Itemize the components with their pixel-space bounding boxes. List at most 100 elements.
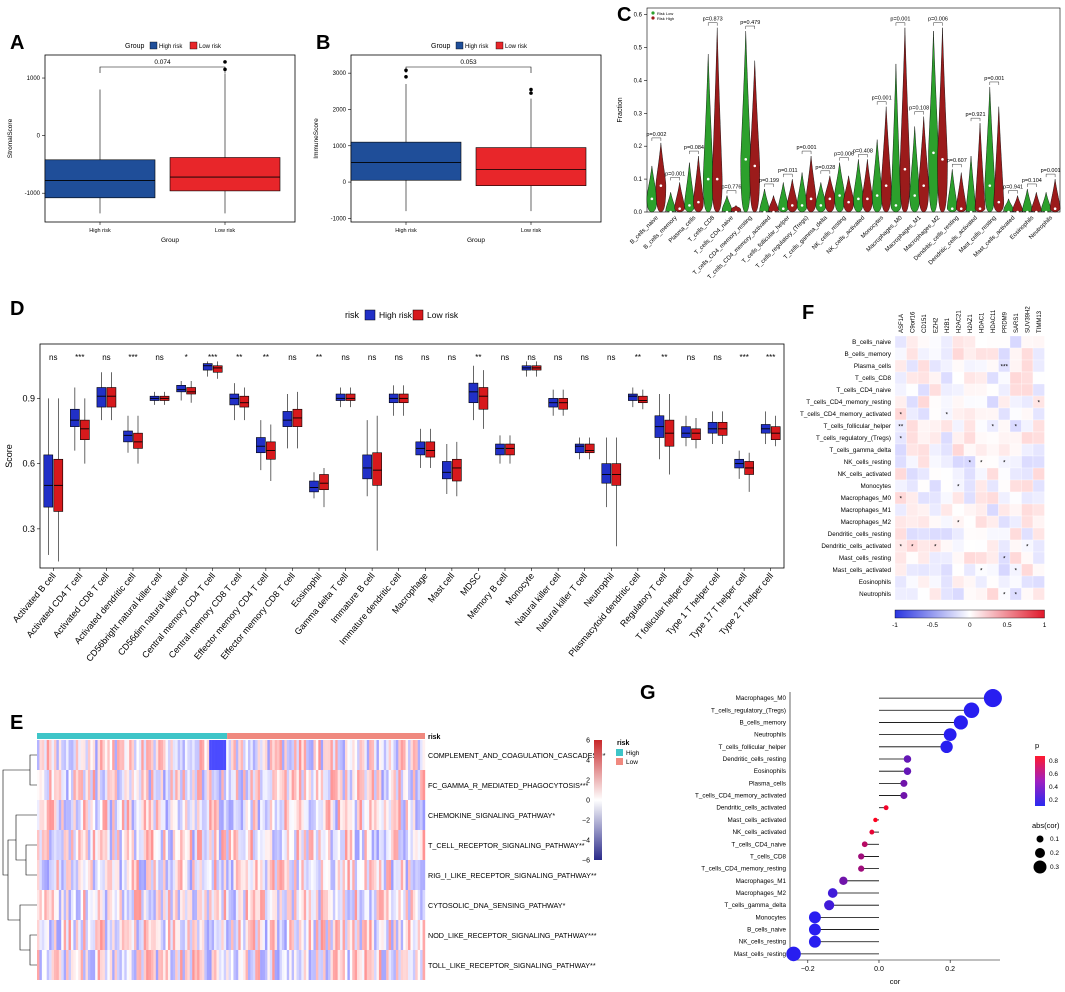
y-axis-label: ImmuneScore: [313, 118, 320, 159]
legend-label-low: Low risk: [505, 44, 528, 50]
heatmap-cell: [240, 920, 244, 950]
column-label: SARS1: [1014, 313, 1020, 333]
heatmap-cell: [107, 770, 110, 800]
heatmap-cell: [354, 950, 358, 980]
heatmap-cell: [75, 770, 79, 800]
heatmap-cell: [158, 920, 161, 950]
annotation-bar-high-risk: [37, 733, 228, 739]
heatmap-cell: [167, 890, 171, 920]
heatmap-cell: [245, 800, 249, 830]
heatmap-cell: [80, 890, 84, 920]
violin-high: [956, 172, 967, 213]
heatmap-cell: [917, 407, 930, 421]
heatmap-cell: [408, 950, 411, 980]
heatmap-cell: [952, 491, 965, 505]
heatmap-cell: [78, 920, 81, 950]
legend-dot-low: [651, 11, 655, 15]
heatmap-cell: [39, 830, 43, 860]
significance-label: ns: [102, 353, 110, 362]
heatmap-cell: [296, 800, 300, 830]
color-scale-label: −2: [582, 818, 590, 825]
heatmap-cell: [46, 860, 50, 890]
median-dot: [1026, 210, 1029, 214]
heatmap-cell: [291, 890, 295, 920]
heatmap-cell: [97, 920, 101, 950]
heatmap-cell: [83, 890, 86, 920]
heatmap-cell: [940, 395, 953, 409]
heatmap-cell: [226, 770, 229, 800]
row-label: T_CELL_RECEPTOR_SIGNALING_PATHWAY**: [428, 841, 585, 850]
heatmap-cell: [223, 950, 227, 980]
box-low-risk: [169, 157, 281, 192]
heatmap-cell: [929, 479, 942, 493]
heatmap-cell: [264, 800, 268, 830]
heatmap-cell: [172, 770, 176, 800]
heatmap-cell: [107, 950, 110, 980]
heatmap-cell: [408, 830, 411, 860]
median-dot: [959, 207, 963, 211]
column-label: H2B1: [945, 317, 951, 333]
heatmap-cell: [1032, 479, 1045, 493]
heatmap-cell: [335, 800, 338, 830]
heatmap-cell: [335, 890, 338, 920]
heatmap-cell: [167, 770, 171, 800]
heatmap-cell: [963, 347, 976, 361]
heatmap-cell: [218, 830, 222, 860]
heatmap-cell: [408, 770, 411, 800]
heatmap-cell: [129, 800, 132, 830]
box-high-risk: [628, 393, 638, 401]
heatmap-cell: [182, 920, 186, 950]
heatmap-cell: [206, 740, 210, 770]
heatmap-cell: [117, 770, 120, 800]
heatmap-cell: [917, 563, 930, 577]
heatmap-cell: [998, 443, 1011, 457]
heatmap-cell: [53, 800, 57, 830]
dendrogram-branch: [29, 934, 37, 966]
column-label: HDAC1: [979, 312, 985, 333]
heatmap-cell: [46, 830, 50, 860]
heatmap-cell: [320, 770, 324, 800]
heatmap-cell: [260, 740, 263, 770]
heatmap-cell: [267, 890, 270, 920]
heatmap-cell: [289, 800, 292, 830]
heatmap-cell: [376, 830, 380, 860]
heatmap-cell: [238, 890, 241, 920]
heatmap-cell: [206, 830, 210, 860]
heatmap-cell: [279, 950, 283, 980]
heatmap-cell: [291, 920, 295, 950]
heatmap-cell: [262, 740, 266, 770]
heatmap-cell: [940, 347, 953, 361]
heatmap-cell: [998, 575, 1011, 589]
heatmap-cell: [963, 443, 976, 457]
heatmap-cell: [160, 860, 164, 890]
heatmap-cell: [952, 407, 965, 421]
heatmap-cell: [420, 770, 423, 800]
heatmap-cell: [49, 830, 52, 860]
heatmap-cell: [44, 740, 47, 770]
heatmap-cell: [199, 830, 203, 860]
heatmap-cell: [240, 860, 244, 890]
pvalue-label: p=0.108: [909, 106, 929, 112]
heatmap-cell: [366, 860, 370, 890]
heatmap-cell: [187, 890, 190, 920]
heatmap-cell: [117, 950, 120, 980]
violin-high: [862, 159, 873, 213]
heatmap-cell: [87, 920, 91, 950]
heatmap-cell: [301, 770, 304, 800]
heatmap-cell: [349, 770, 353, 800]
heatmap-cell: [272, 950, 275, 980]
heatmap-cell: [303, 830, 307, 860]
heatmap-cell: [199, 950, 203, 980]
heatmap-cell: [95, 920, 98, 950]
heatmap-cell: [1021, 419, 1034, 433]
heatmap-cell: [175, 740, 178, 770]
heatmap-cell: [349, 950, 353, 980]
heatmap-cell: [53, 890, 57, 920]
heatmap-cell: [155, 950, 159, 980]
heatmap-cell: [320, 830, 324, 860]
heatmap-cell: [184, 800, 188, 830]
heatmap-cell: [952, 431, 965, 445]
heatmap-cell: [412, 890, 416, 920]
heatmap-cell: [61, 860, 64, 890]
heatmap-cell: [364, 800, 367, 830]
